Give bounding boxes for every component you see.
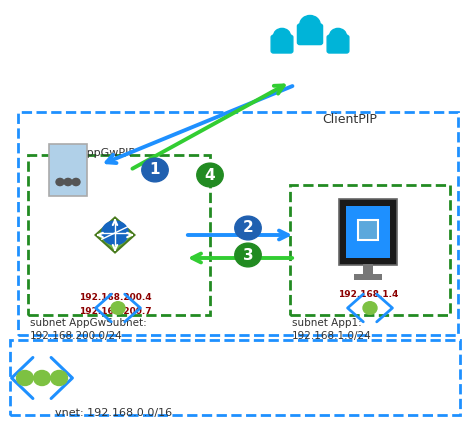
Circle shape <box>56 179 64 186</box>
Text: vnet: 192.168.0.0/16: vnet: 192.168.0.0/16 <box>55 408 172 418</box>
Text: 192.168.1.4: 192.168.1.4 <box>338 290 398 299</box>
Circle shape <box>363 302 377 314</box>
Text: 3: 3 <box>243 248 253 262</box>
FancyBboxPatch shape <box>339 199 397 265</box>
Circle shape <box>329 28 346 44</box>
Circle shape <box>273 28 290 44</box>
FancyBboxPatch shape <box>297 24 322 45</box>
Polygon shape <box>358 220 378 240</box>
Text: ClientPIP: ClientPIP <box>322 113 378 126</box>
Polygon shape <box>95 218 135 252</box>
FancyBboxPatch shape <box>363 264 373 274</box>
FancyBboxPatch shape <box>354 274 382 280</box>
Text: 1: 1 <box>150 162 160 178</box>
Circle shape <box>102 221 128 245</box>
Text: 2: 2 <box>243 220 253 235</box>
FancyBboxPatch shape <box>49 144 87 196</box>
Text: 4: 4 <box>205 167 215 182</box>
Circle shape <box>235 243 261 267</box>
Circle shape <box>111 302 125 314</box>
Circle shape <box>64 179 72 186</box>
Circle shape <box>142 158 168 182</box>
FancyBboxPatch shape <box>346 206 390 258</box>
Text: subnet App1:
192.168.1.0/24: subnet App1: 192.168.1.0/24 <box>292 318 372 341</box>
Circle shape <box>72 179 80 186</box>
FancyBboxPatch shape <box>271 35 293 53</box>
Circle shape <box>197 163 223 187</box>
Text: AppGwPIP: AppGwPIP <box>80 148 136 158</box>
Circle shape <box>51 371 67 385</box>
Circle shape <box>17 371 33 385</box>
Circle shape <box>34 371 51 385</box>
FancyBboxPatch shape <box>327 35 349 53</box>
Text: 192.168.200.4: 192.168.200.4 <box>79 293 152 302</box>
Circle shape <box>300 16 320 34</box>
Circle shape <box>235 216 261 240</box>
Text: 192.168.200.7: 192.168.200.7 <box>79 307 152 316</box>
Text: subnet AppGwSubnet:
192.168.200.0/24: subnet AppGwSubnet: 192.168.200.0/24 <box>30 318 147 341</box>
